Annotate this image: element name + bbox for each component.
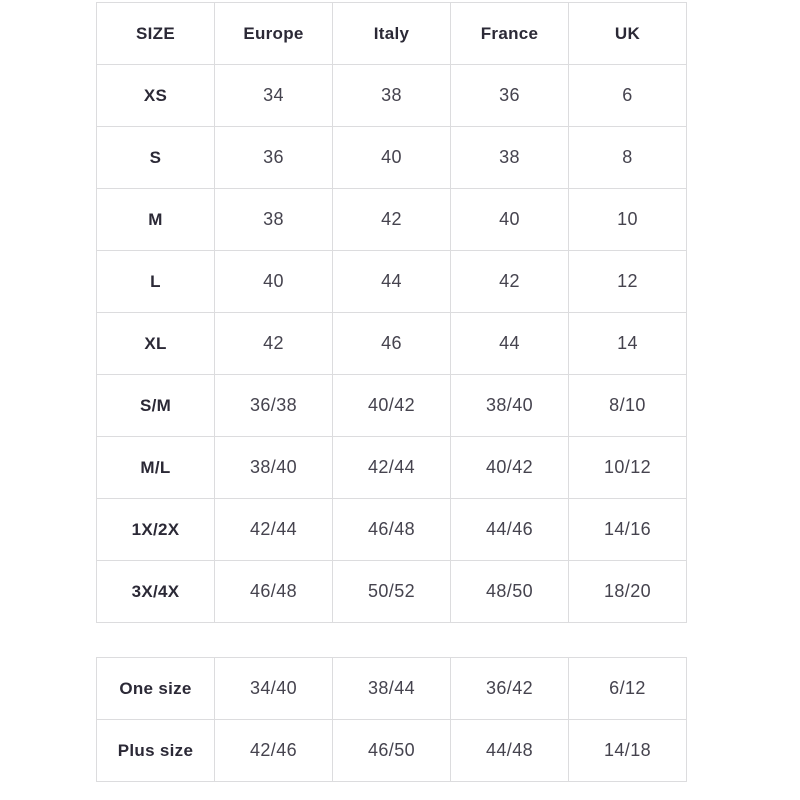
table-row-plus-size: Plus size 42/46 46/50 44/48 14/18 bbox=[96, 719, 687, 782]
cell-italy: 46/50 bbox=[332, 719, 451, 782]
cell-france: 44/46 bbox=[450, 498, 569, 561]
table-row-xl: XL 42 46 44 14 bbox=[96, 312, 687, 375]
row-label: M bbox=[96, 188, 215, 251]
row-label: One size bbox=[96, 657, 215, 720]
cell-europe: 36/38 bbox=[214, 374, 333, 437]
cell-france: 40 bbox=[450, 188, 569, 251]
table-row-1x2x: 1X/2X 42/44 46/48 44/46 14/16 bbox=[96, 498, 687, 561]
cell-france: 36/42 bbox=[450, 657, 569, 720]
table-row-ml: M/L 38/40 42/44 40/42 10/12 bbox=[96, 436, 687, 499]
cell-europe: 36 bbox=[214, 126, 333, 189]
row-label: Plus size bbox=[96, 719, 215, 782]
row-label: 1X/2X bbox=[96, 498, 215, 561]
row-label: S/M bbox=[96, 374, 215, 437]
cell-italy: 50/52 bbox=[332, 560, 451, 623]
cell-italy: 46/48 bbox=[332, 498, 451, 561]
cell-europe: 38 bbox=[214, 188, 333, 251]
cell-france: 36 bbox=[450, 64, 569, 127]
cell-france: 48/50 bbox=[450, 560, 569, 623]
cell-uk: 8 bbox=[568, 126, 687, 189]
cell-italy: 40/42 bbox=[332, 374, 451, 437]
size-conversion-tables: SIZE Europe Italy France UK XS 34 38 36 … bbox=[96, 2, 687, 782]
cell-italy: 42/44 bbox=[332, 436, 451, 499]
table-row-one-size: One size 34/40 38/44 36/42 6/12 bbox=[96, 657, 687, 720]
row-label: S bbox=[96, 126, 215, 189]
row-label: XS bbox=[96, 64, 215, 127]
column-header-size: SIZE bbox=[96, 2, 215, 65]
cell-europe: 42/44 bbox=[214, 498, 333, 561]
cell-europe: 42 bbox=[214, 312, 333, 375]
cell-uk: 6/12 bbox=[568, 657, 687, 720]
cell-uk: 18/20 bbox=[568, 560, 687, 623]
row-label: L bbox=[96, 250, 215, 313]
size-conversion-table: SIZE Europe Italy France UK XS 34 38 36 … bbox=[96, 2, 687, 623]
cell-france: 38/40 bbox=[450, 374, 569, 437]
special-sizes-table: One size 34/40 38/44 36/42 6/12 Plus siz… bbox=[96, 657, 687, 782]
cell-uk: 6 bbox=[568, 64, 687, 127]
cell-europe: 42/46 bbox=[214, 719, 333, 782]
row-label: 3X/4X bbox=[96, 560, 215, 623]
cell-italy: 38/44 bbox=[332, 657, 451, 720]
cell-france: 42 bbox=[450, 250, 569, 313]
cell-uk: 14/16 bbox=[568, 498, 687, 561]
cell-uk: 10/12 bbox=[568, 436, 687, 499]
cell-uk: 14/18 bbox=[568, 719, 687, 782]
cell-france: 44/48 bbox=[450, 719, 569, 782]
table-row-xs: XS 34 38 36 6 bbox=[96, 64, 687, 127]
cell-uk: 10 bbox=[568, 188, 687, 251]
column-header-europe: Europe bbox=[214, 2, 333, 65]
cell-uk: 12 bbox=[568, 250, 687, 313]
column-header-france: France bbox=[450, 2, 569, 65]
table-row-s: S 36 40 38 8 bbox=[96, 126, 687, 189]
cell-europe: 38/40 bbox=[214, 436, 333, 499]
cell-italy: 44 bbox=[332, 250, 451, 313]
column-header-uk: UK bbox=[568, 2, 687, 65]
cell-france: 38 bbox=[450, 126, 569, 189]
cell-uk: 14 bbox=[568, 312, 687, 375]
cell-europe: 40 bbox=[214, 250, 333, 313]
cell-europe: 34/40 bbox=[214, 657, 333, 720]
cell-italy: 38 bbox=[332, 64, 451, 127]
table-row-3x4x: 3X/4X 46/48 50/52 48/50 18/20 bbox=[96, 560, 687, 623]
cell-france: 40/42 bbox=[450, 436, 569, 499]
header-row: SIZE Europe Italy France UK bbox=[96, 2, 687, 65]
table-row-sm: S/M 36/38 40/42 38/40 8/10 bbox=[96, 374, 687, 437]
column-header-italy: Italy bbox=[332, 2, 451, 65]
row-label: M/L bbox=[96, 436, 215, 499]
cell-europe: 46/48 bbox=[214, 560, 333, 623]
cell-uk: 8/10 bbox=[568, 374, 687, 437]
row-label: XL bbox=[96, 312, 215, 375]
cell-italy: 42 bbox=[332, 188, 451, 251]
cell-italy: 46 bbox=[332, 312, 451, 375]
table-row-m: M 38 42 40 10 bbox=[96, 188, 687, 251]
cell-italy: 40 bbox=[332, 126, 451, 189]
cell-europe: 34 bbox=[214, 64, 333, 127]
table-row-l: L 40 44 42 12 bbox=[96, 250, 687, 313]
cell-france: 44 bbox=[450, 312, 569, 375]
